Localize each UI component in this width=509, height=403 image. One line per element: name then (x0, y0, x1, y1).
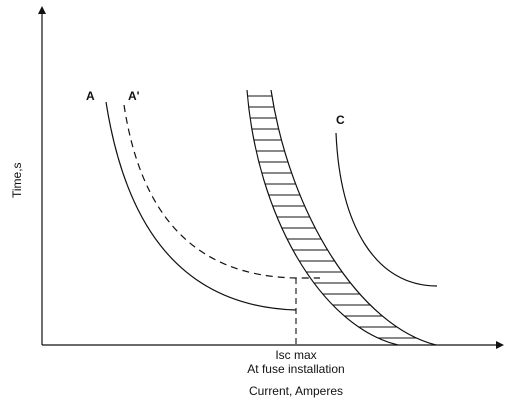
curve-a-prime-label: A' (128, 89, 140, 103)
curve-a-label: A (86, 89, 95, 103)
fuse-installation-label: At fuse installation (247, 362, 345, 376)
curve-c-label: C (336, 113, 345, 127)
curve-c (335, 132, 438, 287)
curve-a (105, 101, 297, 311)
band-left-edge (246, 89, 399, 346)
isc-max-label: Isc max (275, 348, 317, 362)
curve-a-prime (123, 104, 320, 279)
band-right-edge (270, 89, 437, 346)
band-hatching (247, 95, 436, 339)
y-axis-label: Time,s (10, 162, 24, 198)
x-axis-label: Current, Amperes (248, 384, 344, 398)
